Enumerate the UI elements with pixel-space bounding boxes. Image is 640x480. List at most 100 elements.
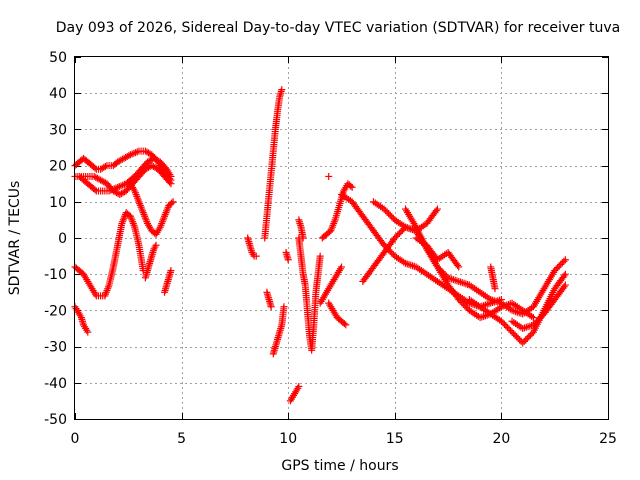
data-point-s1 [145, 149, 153, 157]
data-point-s25 [497, 317, 505, 325]
y-tick-label: -20 [44, 303, 67, 319]
data-point-s24 [440, 269, 448, 277]
data-point-s14 [295, 382, 303, 390]
data-point-s2 [91, 186, 99, 194]
data-point-s22 [456, 297, 464, 305]
data-point-s25 [523, 334, 531, 342]
chart-title: Day 093 of 2026, Sidereal Day-to-day VTE… [56, 20, 620, 36]
data-point-s23 [407, 225, 415, 233]
data-point-s1 [130, 149, 138, 157]
data-point-s25 [528, 330, 536, 338]
data-point-s25 [500, 320, 508, 328]
data-point-s11 [280, 303, 288, 311]
y-tick-label: -30 [44, 340, 67, 356]
data-point-s1 [126, 151, 134, 159]
data-point-s20 [325, 172, 333, 180]
data-point-s25 [520, 337, 528, 345]
x-axis-label: GPS time / hours [281, 458, 398, 474]
data-point-s3 [119, 189, 127, 197]
data-point-s21 [380, 241, 388, 249]
data-point-s23 [433, 205, 441, 213]
data-point-s26 [560, 283, 568, 291]
x-tick-label: 10 [279, 431, 297, 447]
data-point-s24 [458, 279, 466, 287]
y-tick-label: 20 [49, 159, 67, 175]
data-point-s23 [383, 208, 391, 216]
data-point-s25 [513, 333, 521, 341]
data-point-s22 [480, 312, 488, 320]
data-point-s25 [505, 325, 513, 333]
data-point-s3 [167, 180, 175, 188]
data-point-s25 [510, 330, 518, 338]
data-points [71, 86, 569, 405]
data-point-s21 [388, 249, 396, 257]
data-point-s25 [560, 272, 568, 280]
data-point-s7 [152, 241, 160, 249]
y-tick-label: -50 [44, 412, 67, 428]
data-point-s24 [558, 259, 566, 267]
data-point-s25 [516, 336, 524, 344]
data-point-s21 [483, 300, 491, 308]
data-point-s25 [522, 336, 530, 344]
data-point-s1 [133, 148, 141, 156]
data-point-s28 [454, 261, 462, 269]
data-point-s22 [455, 296, 463, 304]
y-tick-label: 50 [49, 50, 67, 66]
x-tick-label: 20 [492, 431, 510, 447]
data-point-s25 [511, 331, 519, 339]
data-point-s23 [385, 210, 393, 218]
data-point-s10 [278, 86, 286, 94]
data-point-s18 [347, 182, 355, 190]
data-point-s24 [557, 260, 565, 268]
data-point-s1 [101, 163, 109, 171]
data-point-s24 [451, 276, 459, 284]
data-point-s22 [391, 234, 399, 242]
data-point-s26 [524, 323, 532, 331]
data-point-s9 [252, 252, 260, 260]
data-point-s1 [91, 164, 99, 172]
data-point-s19 [340, 320, 348, 328]
y-tick-label: -40 [44, 376, 67, 392]
data-point-s28 [455, 263, 463, 271]
y-tick-label: -10 [44, 267, 67, 283]
data-point-s27 [491, 285, 499, 293]
data-point-s25 [525, 333, 533, 341]
data-point-s26 [537, 313, 545, 321]
x-tick-label: 25 [599, 431, 617, 447]
data-point-s24 [457, 278, 465, 286]
data-point-s22 [392, 232, 400, 240]
data-point-s23 [388, 213, 396, 221]
data-point-s25 [499, 319, 507, 327]
tick-labels: 0 5 10 15 20 25 -50 -40 -30 -20 -10 0 10 20 30 40 50 [44, 50, 617, 447]
data-point-s25 [526, 331, 534, 339]
data-point-s24 [441, 271, 449, 279]
data-point-s25 [508, 328, 516, 336]
data-point-s25 [519, 339, 527, 347]
data-point-s25 [507, 327, 515, 335]
data-point-s24 [436, 266, 444, 274]
plot-frame [74, 56, 609, 420]
data-point-s22 [459, 300, 467, 308]
data-point-s24 [438, 268, 446, 276]
data-point-s1 [125, 152, 133, 160]
data-point-s8 [167, 267, 175, 275]
data-point-s22 [478, 313, 486, 321]
data-point-s24 [449, 276, 457, 284]
data-point-s24 [560, 257, 568, 265]
data-point-s2 [119, 181, 127, 189]
data-point-s24 [552, 265, 560, 273]
data-point-s26 [529, 321, 537, 329]
data-point-s22 [395, 229, 403, 237]
y-tick-label: 10 [49, 195, 67, 211]
data-point-s22 [529, 314, 537, 322]
data-point-s22 [462, 303, 470, 311]
data-point-s22 [394, 231, 402, 239]
data-point-s17 [338, 263, 345, 271]
data-point-s18 [348, 183, 356, 191]
data-point-s24 [453, 277, 461, 285]
data-point-s1 [132, 149, 140, 157]
data-point-s1 [128, 150, 136, 158]
data-point-s24 [561, 256, 569, 264]
x-tick-label: 15 [386, 431, 404, 447]
